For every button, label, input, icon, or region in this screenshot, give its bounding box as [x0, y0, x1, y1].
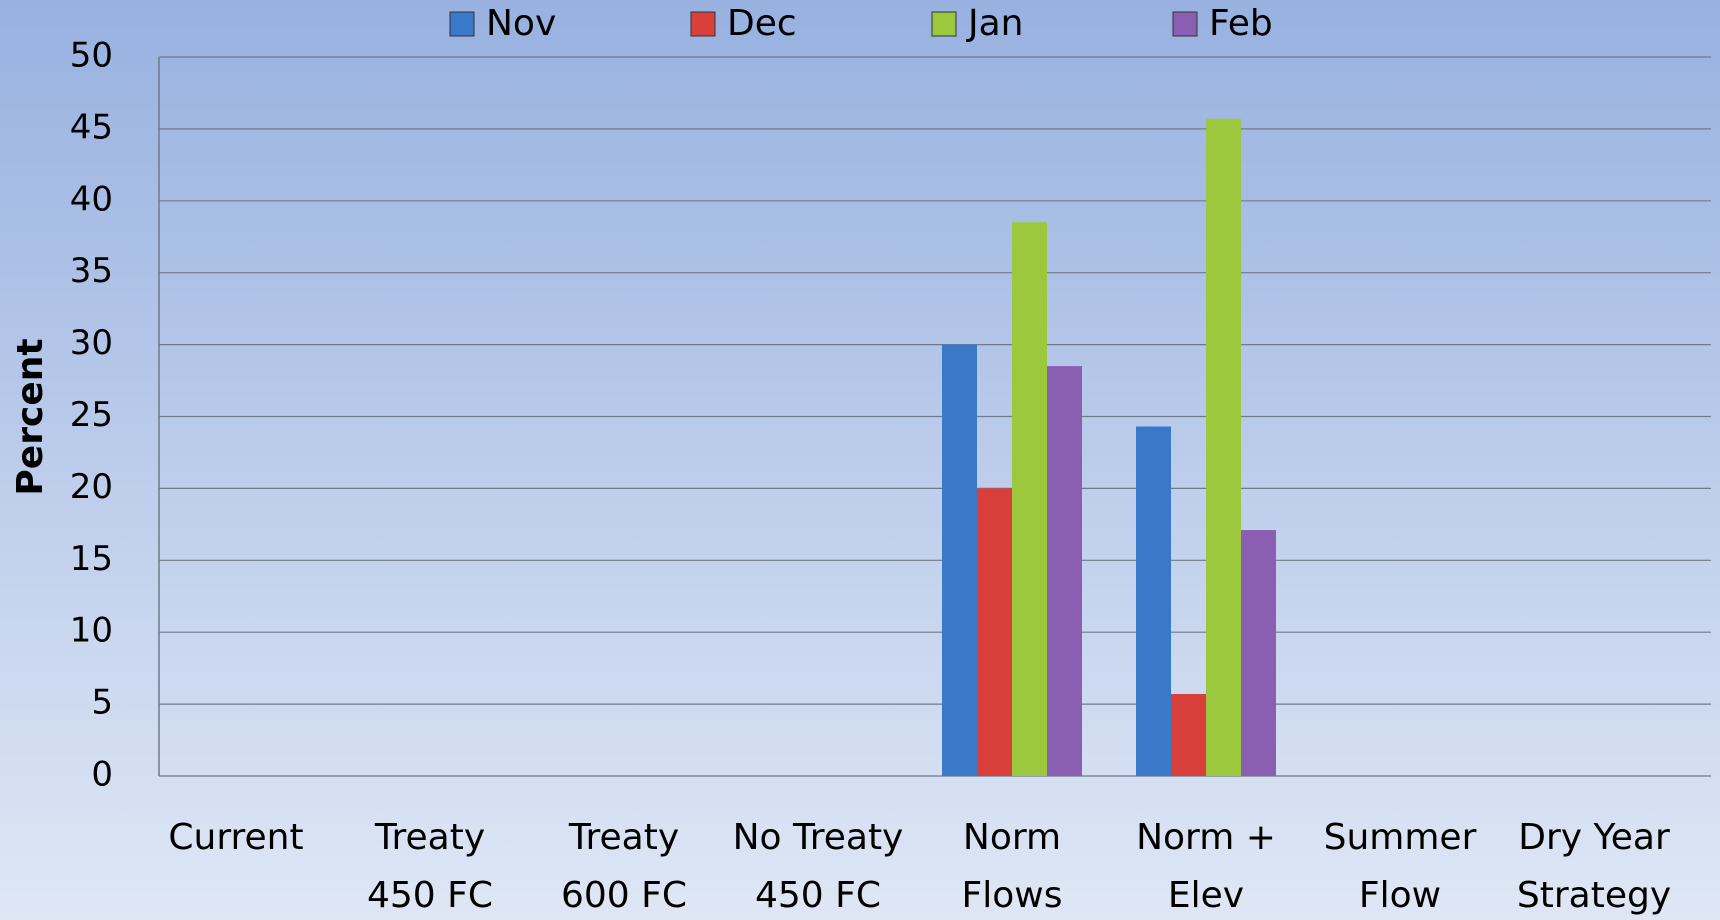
x-tick-label: Norm — [963, 817, 1061, 858]
bar — [1047, 366, 1082, 776]
legend-swatch — [449, 11, 475, 37]
legend-label: Nov — [486, 3, 556, 44]
y-tick-label: 10 — [70, 611, 113, 651]
bar — [1206, 118, 1241, 777]
x-tick-label: Treaty — [374, 817, 485, 858]
legend-label: Dec — [727, 3, 797, 44]
x-tick-label: Dry Year — [1518, 817, 1670, 858]
bar — [977, 488, 1012, 776]
y-axis-label: Percent — [10, 338, 51, 495]
bar — [1136, 426, 1171, 776]
y-tick-label: 30 — [70, 323, 113, 363]
legend-label: Feb — [1209, 3, 1273, 44]
bar — [1241, 530, 1276, 776]
x-tick-label: 450 FC — [755, 875, 881, 916]
y-tick-label: 40 — [70, 179, 113, 219]
x-tick-label: Treaty — [568, 817, 679, 858]
x-tick-label: Norm + — [1136, 817, 1276, 858]
x-tick-label: 600 FC — [561, 875, 687, 916]
legend-label: Jan — [966, 3, 1024, 44]
bar — [1012, 222, 1047, 776]
legend-swatch — [931, 11, 957, 37]
bar — [1171, 694, 1206, 776]
y-tick-label: 15 — [70, 539, 113, 579]
y-tick-label: 25 — [70, 395, 113, 435]
legend-swatch — [1172, 11, 1198, 37]
bar — [942, 344, 977, 776]
y-tick-label: 45 — [70, 107, 113, 147]
x-tick-label: Strategy — [1517, 875, 1671, 916]
legend-swatch — [690, 11, 716, 37]
x-tick-label: Summer — [1324, 817, 1477, 858]
x-tick-label: 450 FC — [367, 875, 493, 916]
x-tick-label: Current — [168, 817, 303, 858]
x-tick-label: Flow — [1359, 875, 1441, 916]
y-tick-label: 20 — [70, 467, 113, 507]
y-tick-label: 35 — [70, 251, 113, 291]
y-tick-label: 0 — [91, 755, 113, 795]
x-tick-label: No Treaty — [733, 817, 904, 858]
y-tick-label: 5 — [91, 683, 113, 723]
y-tick-label: 50 — [70, 36, 113, 76]
x-tick-label: Flows — [962, 875, 1063, 916]
x-tick-label: Elev — [1168, 875, 1244, 916]
